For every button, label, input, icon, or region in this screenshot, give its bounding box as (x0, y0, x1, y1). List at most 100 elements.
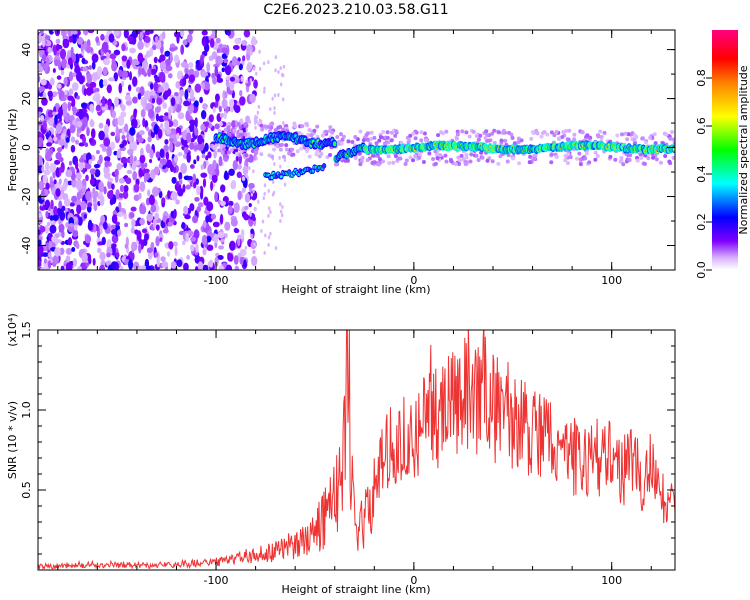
heat-cell (179, 89, 185, 97)
heat-cell (195, 185, 201, 196)
heat-cell (80, 102, 88, 109)
heat-cell (247, 63, 251, 68)
heat-cell (267, 153, 272, 158)
heat-cell (38, 149, 41, 155)
heat-cell (232, 44, 240, 51)
heat-cell (263, 250, 266, 255)
heat-cell (99, 251, 106, 261)
heat-cell (358, 129, 363, 134)
heat-cell (68, 223, 74, 228)
heat-cell (142, 168, 150, 174)
heat-cell (55, 166, 60, 178)
heat-cell (181, 221, 186, 230)
heat-cell (101, 146, 107, 152)
heat-cell (108, 77, 115, 82)
heat-cell (557, 136, 562, 141)
heat-cell (129, 71, 133, 81)
heat-cell (193, 181, 197, 189)
heat-cell (218, 58, 224, 64)
heat-cell (133, 60, 140, 66)
heat-cell (168, 240, 174, 250)
heat-cell (58, 200, 63, 209)
heat-cell (137, 40, 144, 50)
heat-cell (653, 141, 658, 146)
heat-cell (61, 57, 68, 69)
heat-cell (274, 68, 277, 73)
heat-cell (253, 206, 257, 212)
heat-cell (161, 261, 169, 268)
heat-cell (193, 229, 200, 240)
heat-cell (40, 62, 46, 67)
heat-cell (585, 133, 590, 138)
heat-cell (55, 38, 61, 44)
heat-cell (530, 130, 535, 135)
heat-cell (43, 258, 48, 264)
heat-cell (474, 153, 479, 158)
heat-cell (186, 132, 192, 143)
heat-cell (103, 58, 110, 66)
heat-cell (200, 164, 204, 170)
heat-cell (249, 93, 256, 103)
heat-cell (149, 82, 154, 90)
heat-cell (361, 138, 366, 143)
heat-cell (291, 152, 296, 157)
colorbar-tick-label: 0.0 (695, 261, 708, 279)
heat-cell (188, 30, 194, 35)
heat-cell (107, 177, 114, 183)
heat-cell (226, 150, 231, 155)
heat-cell (106, 146, 112, 157)
heat-cell (240, 75, 244, 83)
heat-cell (56, 75, 62, 80)
heat-cell (121, 126, 125, 136)
heat-cell (138, 192, 142, 200)
heat-cell (501, 128, 506, 133)
heat-cell (290, 147, 295, 152)
x-tick-label: 100 (601, 574, 622, 587)
heat-cell (315, 124, 320, 129)
heat-cell (158, 163, 163, 169)
heat-cell (139, 154, 146, 164)
heat-cell (50, 147, 54, 155)
heat-cell (243, 259, 247, 268)
heat-cell (38, 229, 41, 236)
heat-cell (53, 179, 57, 185)
heat-cell (93, 224, 97, 233)
heat-cell (243, 213, 250, 221)
heat-cell (651, 155, 656, 160)
heat-cell (234, 265, 240, 270)
colorbar-tick-label: 0.4 (695, 165, 708, 183)
heat-cell (279, 142, 284, 147)
heat-cell (505, 159, 510, 164)
heat-cell (40, 267, 45, 270)
heat-cell (339, 141, 344, 146)
heat-cell (535, 131, 540, 136)
heat-cell (652, 132, 657, 137)
heat-cell (262, 61, 266, 66)
heat-cell (593, 157, 598, 162)
heat-cell (335, 134, 340, 139)
heat-cell (220, 184, 226, 193)
heat-cell (438, 153, 443, 158)
heat-cell (138, 130, 145, 136)
heat-cell (274, 55, 278, 60)
heat-cell (305, 149, 310, 154)
heat-cell (252, 249, 256, 254)
heat-cell (554, 130, 559, 135)
heat-cell (229, 76, 236, 82)
heat-cell (341, 134, 346, 139)
heat-cell (241, 187, 246, 193)
heat-cell (403, 161, 408, 166)
heat-cell (65, 247, 73, 255)
heat-cell (184, 73, 189, 79)
heat-cell (394, 129, 399, 134)
heat-cell (57, 59, 62, 71)
heat-cell (231, 179, 237, 190)
heat-cell (108, 161, 112, 167)
heat-cell (76, 131, 80, 138)
heat-cell (177, 112, 185, 120)
heat-cell (204, 121, 210, 128)
heat-cell (93, 203, 98, 212)
heat-cell (54, 159, 61, 165)
heat-cell (315, 149, 320, 154)
